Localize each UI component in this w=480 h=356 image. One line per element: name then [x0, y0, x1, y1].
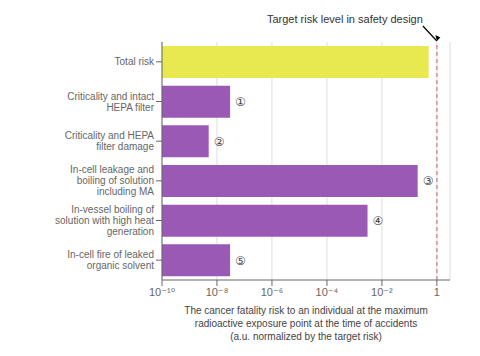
svg-text:②: ②: [214, 135, 225, 149]
svg-text:Criticality and intactHEPA fil: Criticality and intactHEPA filter: [67, 91, 154, 113]
svg-text:In-cell fire of leakedorganic: In-cell fire of leakedorganic solvent: [67, 249, 154, 271]
svg-text:10⁻⁴: 10⁻⁴: [316, 286, 339, 298]
html-text:(a.u. normalized by the target: (a.u. normalized by the target risk): [230, 331, 382, 342]
svg-text:Total risk: Total risk: [115, 56, 155, 67]
svg-text:10⁻²: 10⁻²: [371, 286, 393, 298]
svg-text:In-vessel boiling ofsolution w: In-vessel boiling ofsolution with high h…: [55, 204, 154, 237]
svg-text:⑤: ⑤: [235, 254, 246, 268]
svg-text:10⁻¹⁰: 10⁻¹⁰: [149, 286, 176, 298]
svg-text:Criticality and HEPAfilter dam: Criticality and HEPAfilter damage: [65, 130, 155, 152]
svg-text:Target risk level in safety de: Target risk level in safety design: [267, 13, 423, 25]
svg-text:1: 1: [434, 286, 440, 298]
svg-text:④: ④: [373, 214, 384, 228]
html-text:radioactive exposure point at: radioactive exposure point at the time o…: [194, 318, 418, 329]
svg-text:In-cell leakage andboiling of: In-cell leakage andboiling of solutionin…: [70, 164, 154, 197]
svg-text:③: ③: [423, 174, 434, 188]
html-text:The cancer fatality risk to an: The cancer fatality risk to an individua…: [184, 305, 428, 316]
svg-text:10⁻⁶: 10⁻⁶: [261, 286, 284, 298]
svg-text:10⁻⁸: 10⁻⁸: [206, 286, 229, 298]
svg-text:①: ①: [235, 95, 246, 109]
